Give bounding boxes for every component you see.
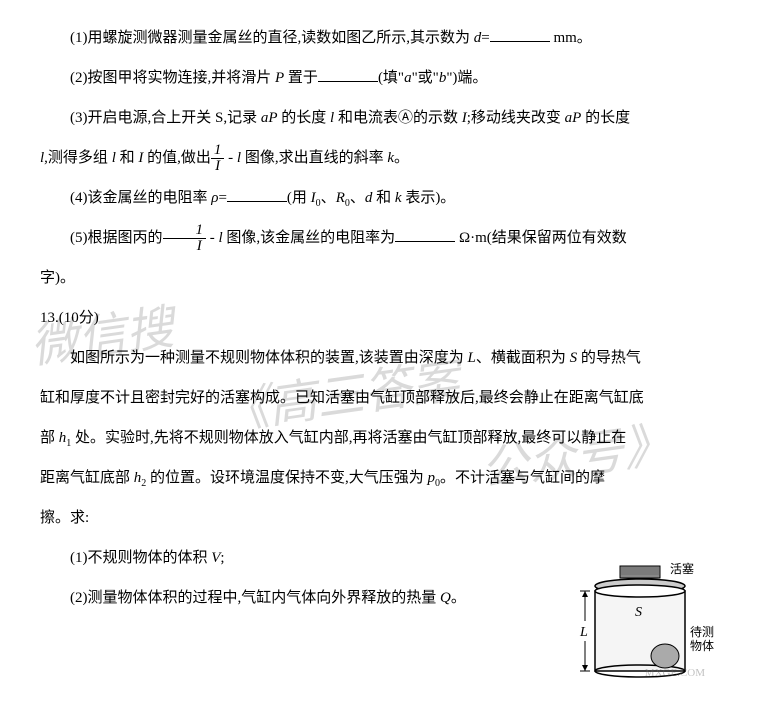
text: ;移动线夹改变 [467,110,565,126]
text: - [224,150,237,166]
var-R0: R [336,190,345,206]
text: 如图所示为一种测量不规则物体体积的装置,该装置由深度为 [70,350,468,366]
text: 的位置。设环境温度保持不变,大气压强为 [146,470,427,486]
text: ")端。 [446,70,487,86]
var-a: a [404,70,412,86]
text: (4)该金属丝的电阻率 [70,190,211,206]
question-3-line1: (3)开启电源,合上开关 S,记录 aP 的长度 l 和电流表Ⓐ的示数 I;移动… [40,100,735,136]
text: 的长度 [581,110,630,126]
text: Ω·m(结果保留两位有效数 [455,230,627,246]
var-k: k [395,190,402,206]
text: 13.(10分) [40,310,99,326]
question-3-line2: l,测得多组 l 和 I 的值,做出1I - l 图像,求出直线的斜率 k。 [40,140,735,176]
var-p0: p [428,470,436,486]
text: 。 [394,150,409,166]
text: = [218,190,226,206]
text: 缸和厚度不计且密封完好的活塞构成。已知活塞由气缸顶部释放后,最终会静止在距离气缸… [40,390,644,406]
question-13-body-5: 擦。求: [40,500,735,536]
text: (5)根据图丙的 [70,230,163,246]
text: 距离气缸底部 [40,470,134,486]
var-S: S [570,350,578,366]
text: 和电流表Ⓐ的示数 [334,110,462,126]
footer-watermark: MXGE.COM [645,660,705,686]
text: mm。 [550,30,592,46]
diagram-label-object: 待测物体 [690,625,714,653]
text: 、 [350,190,365,206]
text: 处。实验时,先将不规则物体放入气缸内部,再将活塞由气缸顶部释放,最终可以静止在 [71,430,626,446]
text: 的长度 [278,110,331,126]
var-k: k [387,150,394,166]
fraction-1-over-I: 1I [163,223,207,254]
text: 的导热气 [577,350,641,366]
question-5-line1: (5)根据图丙的1I - l 图像,该金属丝的电阻率为 Ω·m(结果保留两位有效… [40,220,735,256]
question-13-body-1: 如图所示为一种测量不规则物体体积的装置,该装置由深度为 L、横截面积为 S 的导… [40,340,735,376]
question-13-body-4: 距离气缸底部 h2 的位置。设环境温度保持不变,大气压强为 p0。不计活塞与气缸… [40,460,735,496]
text: 置于 [284,70,318,86]
blank-resistivity [395,227,455,242]
text: 。 [451,590,466,606]
question-13-body-2: 缸和厚度不计且密封完好的活塞构成。已知活塞由气缸顶部释放后,最终会静止在距离气缸… [40,380,735,416]
text: 字)。 [40,270,75,286]
text: 和 [116,150,139,166]
question-13-sub1: (1)不规则物体的体积 V; [40,540,735,576]
text: (3)开启电源,合上开关 S,记录 [70,110,261,126]
text: "或" [412,70,439,86]
question-13-body-3: 部 h1 处。实验时,先将不规则物体放入气缸内部,再将活塞由气缸顶部释放,最终可… [40,420,735,456]
var-P: P [275,70,284,86]
text: 部 [40,430,59,446]
text: (1)用螺旋测微器测量金属丝的直径,读数如图乙所示,其示数为 [70,30,474,46]
diagram-label-L: L [579,625,588,640]
fraction-1-over-I: 1I [211,143,225,174]
var-Q: Q [440,590,451,606]
text: 和 [372,190,395,206]
question-13-sub2: (2)测量物体体积的过程中,气缸内气体向外界释放的热量 Q。 [40,580,735,616]
question-2: (2)按图甲将实物连接,并将滑片 P 置于(填"a"或"b")端。 [40,60,735,96]
text: 。不计活塞与气缸间的摩 [440,470,605,486]
text: 、 [321,190,336,206]
var-L: L [468,350,476,366]
blank-rho [227,187,287,202]
text: 、横截面积为 [476,350,570,366]
blank-end [318,67,378,82]
question-5-line2: 字)。 [40,260,735,296]
text: 图像,求出直线的斜率 [241,150,387,166]
text: 擦。求: [40,510,89,526]
text: (用 [287,190,311,206]
question-1: (1)用螺旋测微器测量金属丝的直径,读数如图乙所示,其示数为 d= mm。 [40,20,735,56]
question-13-header: 13.(10分) [40,300,735,336]
blank-d [490,27,550,42]
var-aP: aP [261,110,278,126]
text: - [206,230,219,246]
question-4: (4)该金属丝的电阻率 ρ=(用 I0、R0、d 和 k 表示)。 [40,180,735,216]
text: 图像,该金属丝的电阻率为 [223,230,396,246]
text: (1)不规则物体的体积 [70,550,211,566]
text: (填" [378,70,404,86]
text: ; [220,550,224,566]
var-aP: aP [565,110,582,126]
text: (2)按图甲将实物连接,并将滑片 [70,70,275,86]
text: 的值,做出 [143,150,211,166]
text: = [481,30,489,46]
text: 表示)。 [402,190,456,206]
text: ,测得多组 [44,150,112,166]
text: (2)测量物体体积的过程中,气缸内气体向外界释放的热量 [70,590,440,606]
